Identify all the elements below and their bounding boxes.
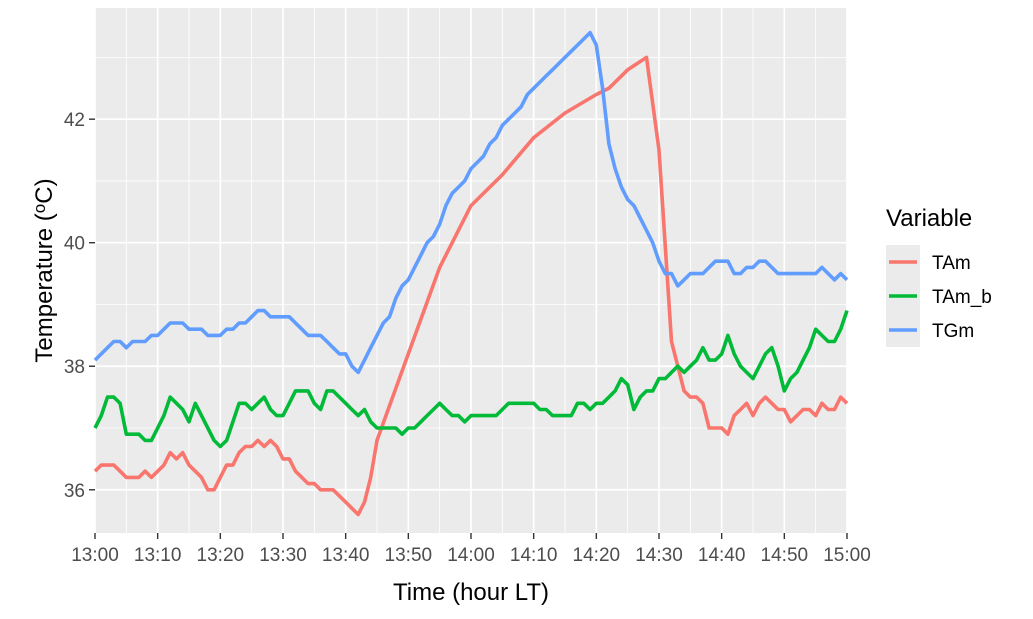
y-tick-label: 42 [64, 110, 85, 131]
legend-label-tam-b: TAm_b [932, 287, 992, 308]
x-tick-label: 13:30 [259, 545, 307, 566]
series-line-tam [93, 55, 849, 517]
x-tick-label: 14:40 [698, 545, 746, 566]
x-tick-label: 13:50 [385, 545, 433, 566]
x-axis: 13:00 13:10 13:20 13:30 13:40 13:50 14:00 14:10… [71, 533, 871, 566]
y-tick-label: 40 [64, 234, 85, 255]
x-tick-label: 14:10 [510, 545, 558, 566]
x-tick-label: 14:20 [573, 545, 621, 566]
x-tick-label: 15:00 [823, 545, 871, 566]
x-tick-label: 14:00 [447, 545, 495, 566]
x-axis-title: Time (hour LT) [393, 579, 549, 606]
series-line-tam-b [93, 310, 849, 449]
y-tick-label: 38 [64, 357, 85, 378]
y-tick-label: 36 [64, 481, 85, 502]
y-axis: 36 38 40 42 [64, 110, 95, 502]
legend-items: TAm TAm_b TGm [886, 245, 992, 347]
y-axis-title: Temperature (oC) [30, 178, 58, 362]
x-tick-label: 13:00 [71, 545, 119, 566]
x-tick-label: 13:40 [322, 545, 370, 566]
legend-label-tam: TAm [932, 253, 971, 274]
series-line-tgm [93, 30, 849, 375]
series-lines [93, 30, 849, 517]
x-tick-label: 13:10 [134, 545, 182, 566]
x-tick-label: 14:50 [761, 545, 809, 566]
legend: Variable TAm TAm_b TGm [886, 205, 992, 347]
x-tick-label: 14:30 [635, 545, 683, 566]
legend-label-tgm: TGm [932, 321, 974, 342]
x-tick-label: 13:20 [197, 545, 245, 566]
legend-title: Variable [886, 205, 972, 232]
